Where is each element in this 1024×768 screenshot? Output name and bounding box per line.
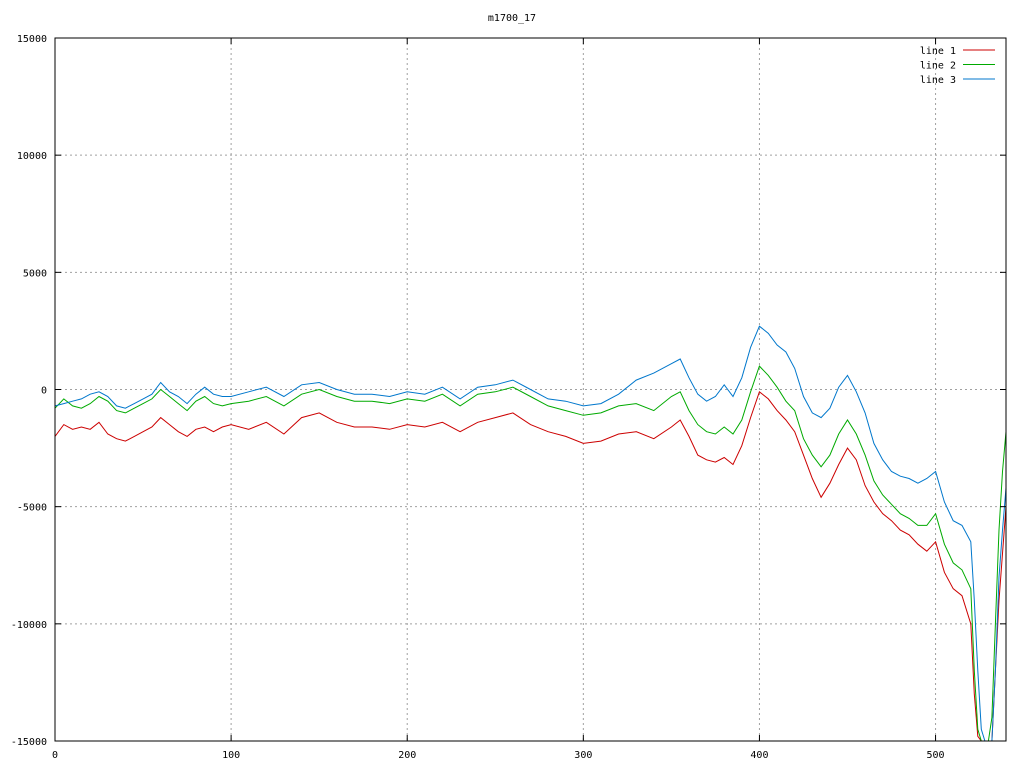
x-tick-label: 200 bbox=[398, 750, 416, 761]
x-tick-label: 0 bbox=[52, 750, 58, 761]
ticks: 0 100 200 300 400 500 -15000 -10000 -5000 0 5000 10… bbox=[11, 34, 1006, 761]
series-group bbox=[55, 325, 1006, 741]
y-tick-label: 10000 bbox=[17, 151, 47, 162]
legend: line 1 line 2 line 3 bbox=[920, 46, 995, 86]
legend-label-3: line 3 bbox=[920, 75, 956, 86]
y-tick-label: -15000 bbox=[11, 737, 47, 748]
y-tick-label: 5000 bbox=[23, 268, 47, 279]
chart-title: m1700_17 bbox=[488, 13, 536, 24]
y-tick-label: -10000 bbox=[11, 620, 47, 631]
legend-label-2: line 2 bbox=[920, 61, 956, 72]
x-tick-label: 400 bbox=[750, 750, 768, 761]
series-line-3 bbox=[55, 325, 1006, 741]
series-line-2 bbox=[55, 365, 1006, 741]
x-tick-label: 300 bbox=[574, 750, 592, 761]
legend-label-1: line 1 bbox=[920, 46, 956, 57]
y-tick-label: 0 bbox=[41, 386, 47, 397]
x-tick-label: 500 bbox=[927, 750, 945, 761]
y-tick-label: 15000 bbox=[17, 34, 47, 45]
y-tick-label: -5000 bbox=[17, 503, 47, 514]
series-line-1 bbox=[55, 390, 1006, 741]
x-tick-label: 100 bbox=[222, 750, 240, 761]
